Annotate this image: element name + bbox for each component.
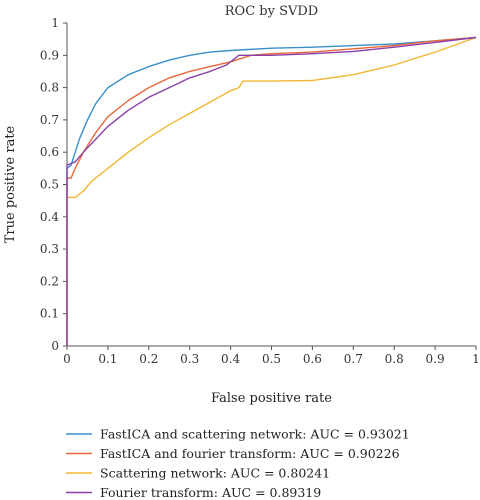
legend-label-1: FastICA and scattering network: AUC = 0.… <box>100 427 410 442</box>
x-tick-label: 0.2 <box>139 352 158 366</box>
y-tick-label: 0.6 <box>40 145 59 159</box>
plot-axes <box>66 23 476 347</box>
series-line-3 <box>66 36 477 346</box>
y-tick-label: 0.2 <box>40 274 59 288</box>
x-axis-title: False positive rate <box>211 391 332 406</box>
legend: FastICA and scattering network: AUC = 0.… <box>66 427 410 500</box>
y-tick-label: 0.3 <box>40 242 59 256</box>
y-tick-label: 0.7 <box>40 113 59 127</box>
x-axis-ticks: 0 0.1 0.2 0.3 0.4 0.5 0.6 0.7 0.8 0.9 1 <box>63 346 480 366</box>
y-tick-label: 0.9 <box>40 48 59 62</box>
x-tick-label: 1 <box>472 352 480 366</box>
series-line-2 <box>66 36 477 346</box>
y-axis-title: True positive rate <box>3 125 18 243</box>
series-line-1 <box>66 36 477 346</box>
series-lines <box>66 36 477 346</box>
series-line-4 <box>66 36 477 346</box>
x-tick-label: 0 <box>63 352 71 366</box>
x-tick-label: 0.7 <box>344 352 363 366</box>
y-tick-label: 0 <box>51 339 59 353</box>
x-tick-label: 0.5 <box>262 352 281 366</box>
y-tick-label: 0.4 <box>40 210 59 224</box>
y-tick-label: 0.5 <box>40 178 59 192</box>
y-tick-label: 0.1 <box>40 307 59 321</box>
legend-label-4: Fourier transform: AUC = 0.89319 <box>100 485 321 500</box>
x-tick-label: 0.6 <box>303 352 322 366</box>
legend-label-3: Scattering network: AUC = 0.80241 <box>100 466 330 481</box>
chart-title: ROC by SVDD <box>225 4 318 19</box>
y-tick-label: 1 <box>51 16 59 30</box>
x-tick-label: 0.8 <box>385 352 404 366</box>
x-tick-label: 0.3 <box>180 352 199 366</box>
x-tick-label: 0.9 <box>426 352 445 366</box>
x-tick-label: 0.4 <box>221 352 240 366</box>
x-tick-label: 0.1 <box>98 352 117 366</box>
y-axis-ticks: 0 0.1 0.2 0.3 0.4 0.5 0.6 0.7 0.8 0.9 1 <box>40 16 67 353</box>
y-tick-label: 0.8 <box>40 81 59 95</box>
legend-label-2: FastICA and fourier transform: AUC = 0.9… <box>100 446 400 461</box>
